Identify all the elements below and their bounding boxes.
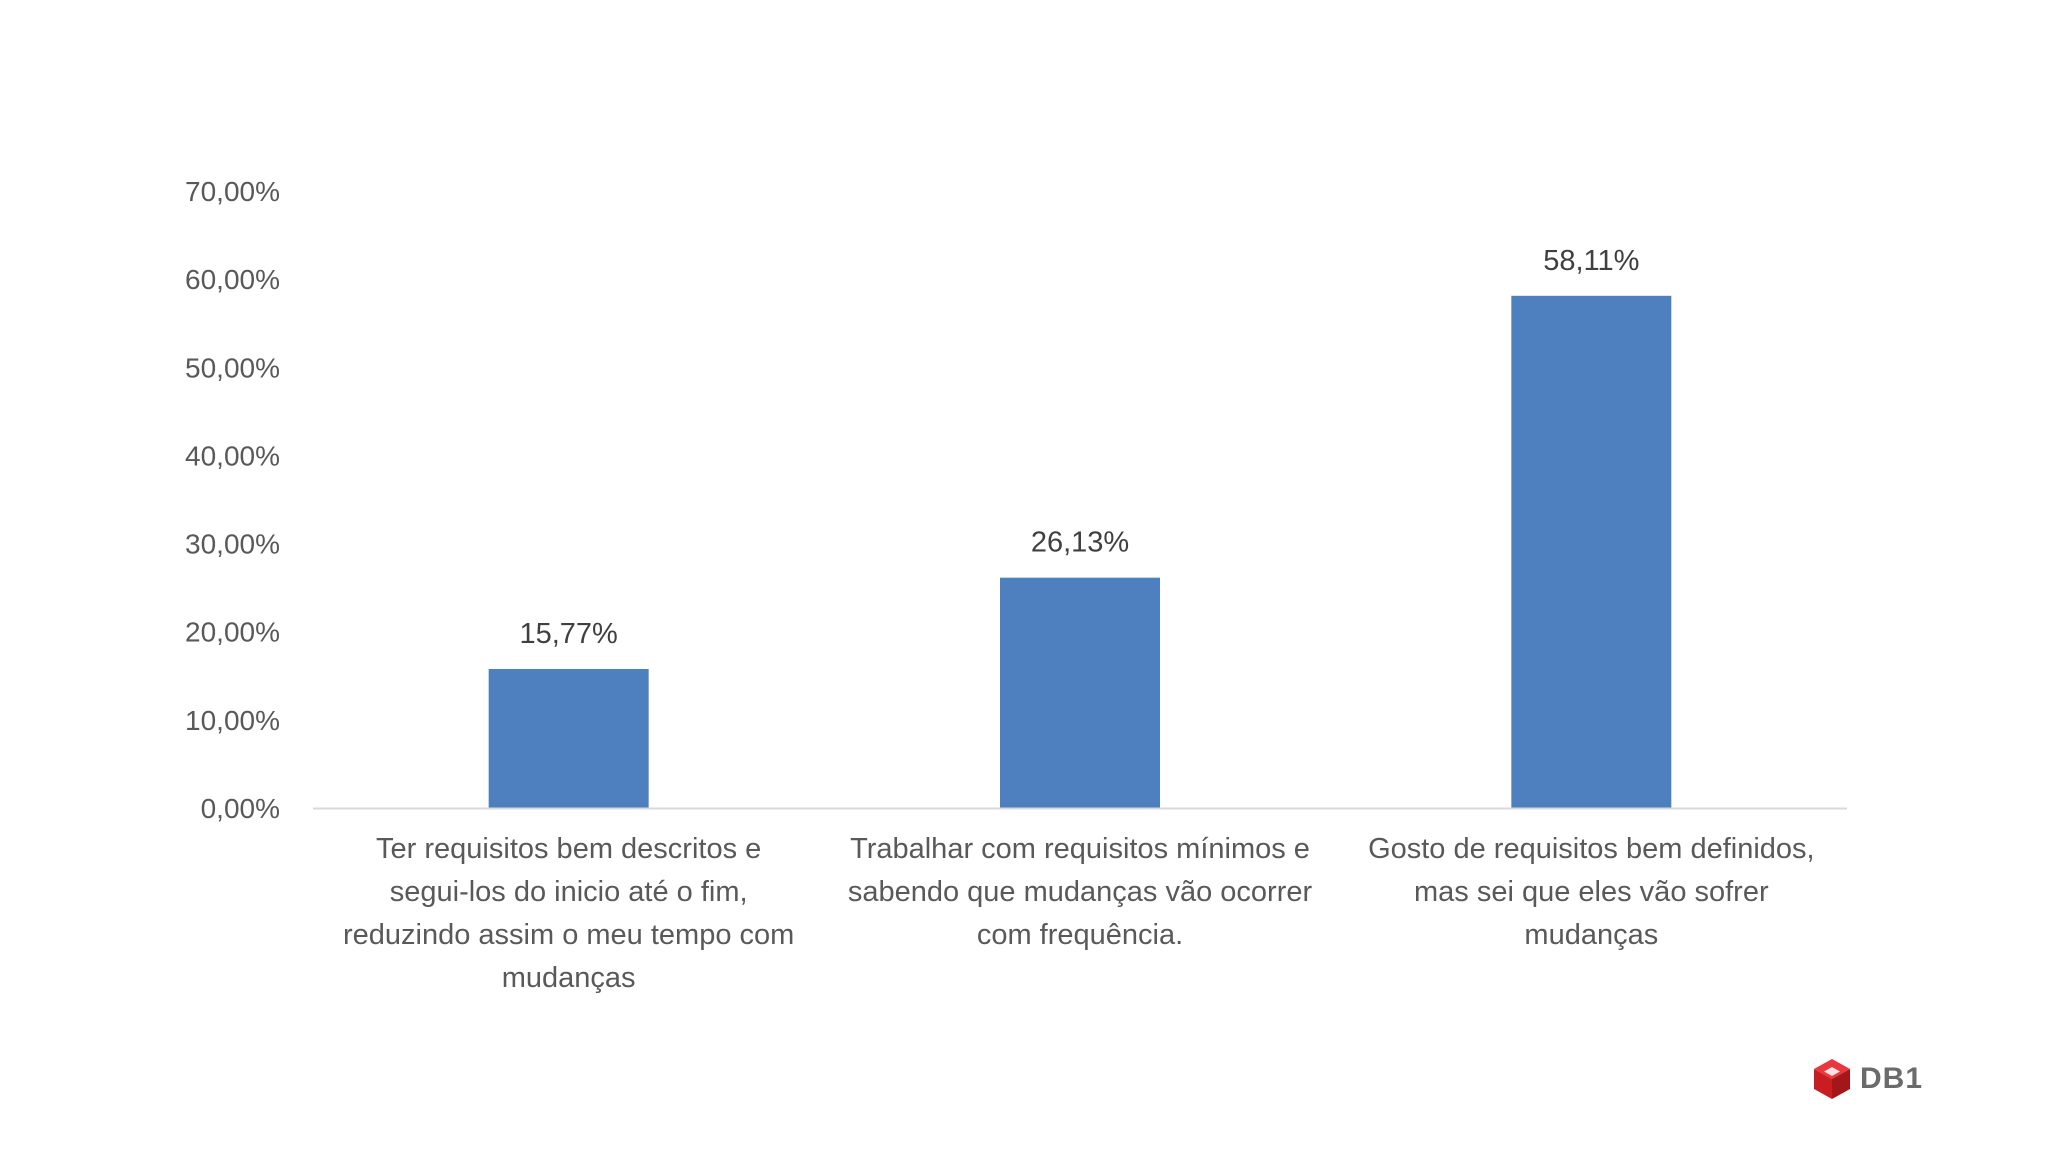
x-category-label: Ter requisitos bem descritos e segui-los … <box>314 828 824 1000</box>
x-category-label-line: Gosto de requisitos bem definidos, <box>1368 833 1815 865</box>
x-category-label-line: mudanças <box>1524 919 1659 951</box>
y-tick-label: 60,00% <box>185 264 280 295</box>
data-label: 26,13% <box>1031 527 1129 559</box>
cube-logo-icon <box>1814 1059 1850 1099</box>
x-category-label-line: mudanças <box>501 962 636 994</box>
db1-logo: DB1 <box>1812 1057 1923 1101</box>
x-category-label-line: com frequência. <box>976 919 1184 951</box>
x-category-label: Gosto de requisitos bem definidos, mas se… <box>1336 828 1846 957</box>
y-tick-label: 20,00% <box>185 617 280 648</box>
bar <box>1511 295 1672 808</box>
y-tick-label: 50,00% <box>185 352 280 383</box>
x-category-label-line: Ter requisitos bem descritos e <box>376 833 762 865</box>
data-label: 58,11% <box>1543 245 1639 277</box>
bar <box>1000 577 1160 808</box>
x-category-label-line: sabendo que mudanças vão ocorrer <box>847 876 1313 908</box>
x-category-label-line: mas sei que eles vão sofrer <box>1414 876 1769 908</box>
y-tick-label: 40,00% <box>185 440 280 471</box>
logo-text: DB1 <box>1860 1062 1924 1095</box>
y-tick-label: 10,00% <box>185 705 280 736</box>
bar <box>488 668 649 808</box>
data-label: 15,77% <box>519 618 617 650</box>
x-category-label: Trabalhar com requisitos mínimos e sabend… <box>825 828 1335 957</box>
x-category-label-line: Trabalhar com requisitos mínimos e <box>850 833 1310 865</box>
x-category-label-line: reduzindo assim o meu tempo com <box>343 919 795 951</box>
y-tick-label: 0,00% <box>201 793 280 824</box>
y-tick-label: 70,00% <box>185 176 280 207</box>
y-tick-label: 30,00% <box>185 529 280 560</box>
x-category-label-line: segui-los do inicio até o fim, <box>389 876 748 908</box>
